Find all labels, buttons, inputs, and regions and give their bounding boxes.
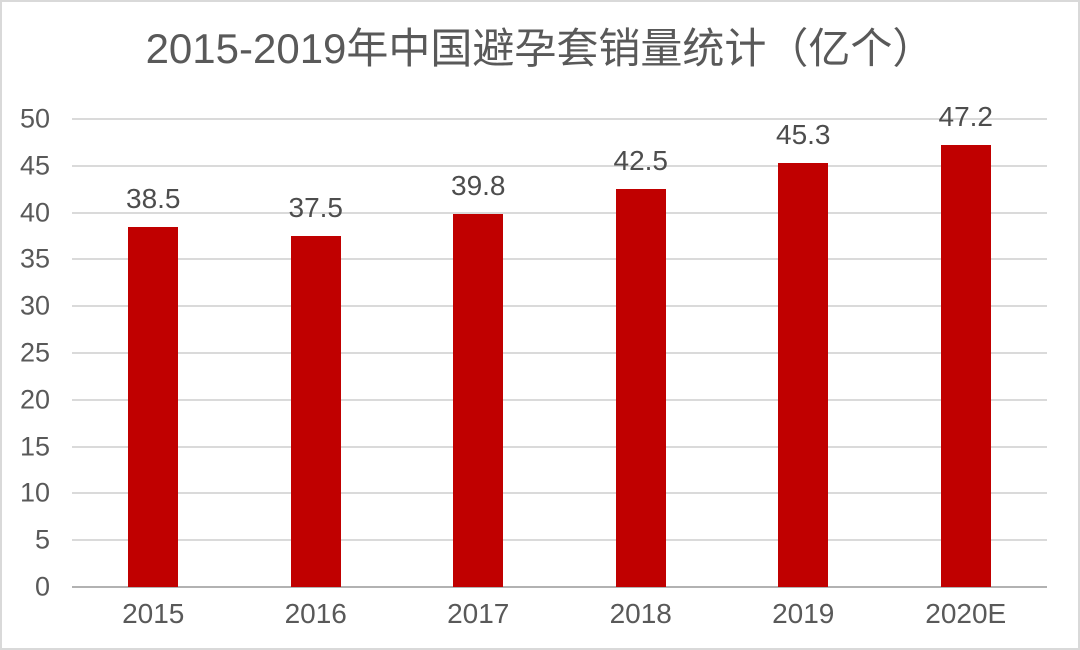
y-tick-label-35: 35 — [19, 243, 50, 274]
y-tick-label-40: 40 — [19, 197, 50, 228]
bar-2019 — [778, 163, 829, 587]
y-tick-label-5: 5 — [34, 524, 50, 555]
bar-2016 — [290, 236, 341, 587]
data-label-2019: 45.3 — [776, 119, 831, 150]
y-tick-label-0: 0 — [34, 571, 50, 602]
x-tick-label-2016: 2016 — [284, 598, 347, 629]
data-label-2017: 39.8 — [451, 170, 506, 202]
gridline-25 — [72, 352, 1047, 354]
gridline-10 — [72, 492, 1047, 495]
y-tick-label-30: 30 — [19, 290, 50, 321]
x-tick-label-2019: 2019 — [772, 598, 835, 629]
gridline-45 — [72, 164, 1047, 167]
x-axis-line — [72, 586, 1047, 588]
data-label-2020E: 47.2 — [938, 101, 994, 133]
data-label-2018: 42.5 — [613, 145, 669, 177]
chart-title: 2015-2019年中国避孕套销量统计（亿个） — [145, 25, 935, 72]
bar-2020E — [940, 145, 991, 587]
plot-area: 38.5 37.5 39.8 42.5 45.3 47.2 — [72, 101, 1047, 588]
y-tick-label-50: 50 — [19, 103, 50, 134]
data-label-2015: 38.5 — [126, 182, 181, 214]
x-tick-label-2018: 2018 — [609, 598, 672, 629]
x-tick-label-2020E: 2020E — [925, 598, 1007, 629]
y-axis: 0 5 10 15 20 25 30 35 40 45 50 — [2, 105, 50, 600]
gridline-30 — [72, 305, 1047, 308]
gridline-35 — [72, 258, 1047, 261]
y-tick-label-15: 15 — [19, 431, 50, 462]
bar-2015 — [128, 226, 179, 587]
bar-2018 — [615, 189, 666, 587]
gridline-15 — [72, 445, 1047, 448]
gridline-5 — [72, 539, 1047, 542]
y-tick-label-20: 20 — [19, 384, 50, 415]
data-label-2016: 37.5 — [288, 192, 344, 223]
bar-2017 — [453, 214, 504, 587]
y-tick-label-25: 25 — [19, 337, 50, 368]
y-tick-label-10: 10 — [19, 477, 50, 508]
gridline-20 — [72, 398, 1047, 401]
y-tick-label-45: 45 — [19, 150, 50, 181]
gridline-40 — [72, 211, 1047, 214]
gridline-50 — [72, 118, 1047, 120]
x-tick-label-2015: 2015 — [122, 598, 185, 629]
x-tick-label-2017: 2017 — [447, 598, 510, 629]
x-axis: 2015 2016 2017 2018 2019 2020E — [72, 598, 1047, 634]
